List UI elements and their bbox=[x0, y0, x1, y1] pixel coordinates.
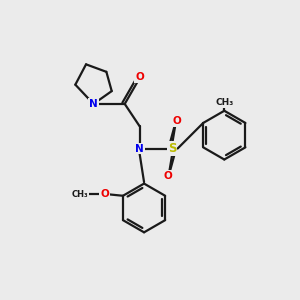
Text: CH₃: CH₃ bbox=[215, 98, 233, 107]
Text: S: S bbox=[168, 142, 176, 155]
Text: O: O bbox=[135, 72, 144, 82]
Text: O: O bbox=[164, 171, 172, 181]
Text: O: O bbox=[100, 189, 109, 199]
Text: N: N bbox=[135, 143, 144, 154]
Text: CH₃: CH₃ bbox=[72, 190, 88, 199]
Text: N: N bbox=[89, 99, 98, 109]
Text: O: O bbox=[172, 116, 181, 127]
